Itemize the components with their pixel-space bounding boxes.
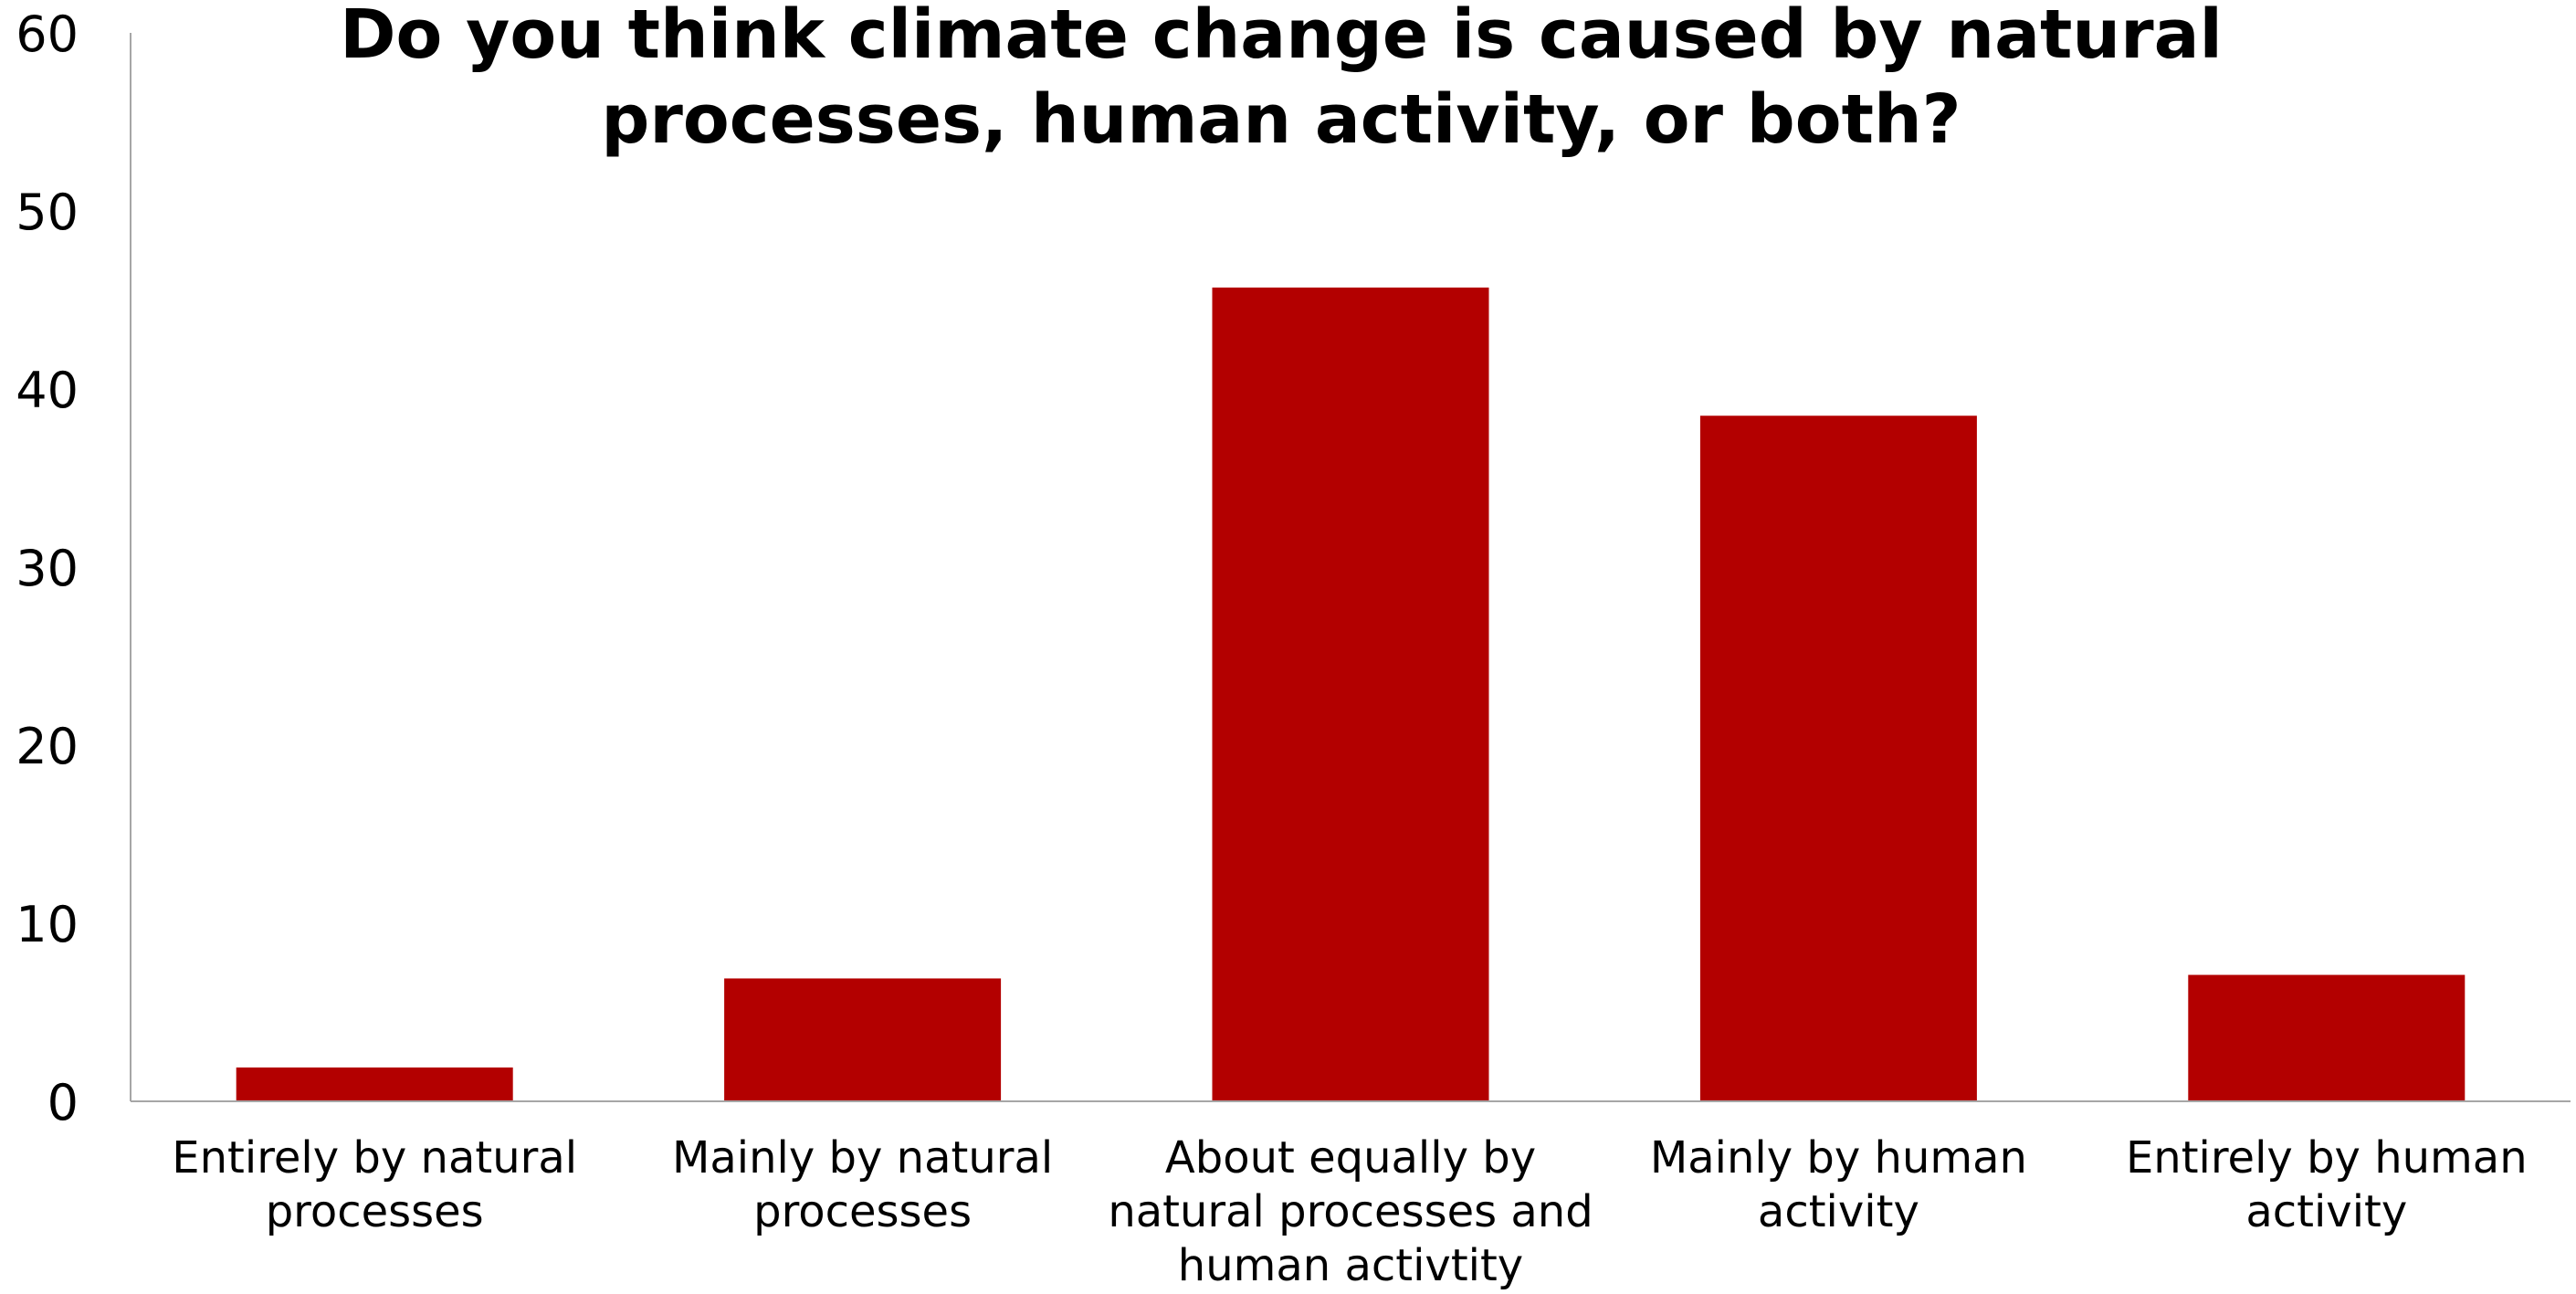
- x-tick-label-line: natural processes and: [1108, 1186, 1593, 1237]
- y-tick-label: 50: [16, 184, 79, 241]
- y-tick-label: 60: [16, 5, 79, 63]
- x-tick-label-line: About equally by: [1165, 1132, 1536, 1184]
- bar: [1212, 287, 1489, 1102]
- y-tick-label: 40: [16, 362, 79, 419]
- x-tick-label-line: processes: [753, 1186, 972, 1237]
- chart-title: Do you think climate change is caused by…: [340, 0, 2223, 159]
- x-tick-label-line: Entirely by natural: [172, 1132, 577, 1184]
- x-tick-label-line: human activtity: [1178, 1240, 1523, 1289]
- bar: [1699, 416, 1977, 1101]
- x-tick-label-line: activity: [2245, 1186, 2407, 1237]
- x-tick-label-line: Mainly by human: [1650, 1132, 2027, 1184]
- y-axis: 0 10 20 30 40 50 60: [16, 5, 131, 1131]
- y-tick-label: 20: [16, 718, 79, 775]
- bar: [2188, 974, 2466, 1101]
- x-tick-label-line: processes: [266, 1186, 484, 1237]
- y-tick-label: 0: [47, 1074, 79, 1131]
- chart-title-line: Do you think climate change is caused by…: [340, 0, 2223, 74]
- bars: [236, 287, 2466, 1102]
- bar: [724, 978, 1002, 1101]
- x-tick-label-line: activity: [1758, 1186, 1919, 1237]
- chart-title-line: processes, human activity, or both?: [601, 80, 1961, 159]
- x-tick-label-line: Entirely by human: [2126, 1132, 2528, 1184]
- x-tick-label-line: Mainly by natural: [672, 1132, 1053, 1184]
- y-tick-label: 30: [16, 540, 79, 597]
- bar: [236, 1067, 513, 1101]
- y-tick-label: 10: [16, 896, 79, 953]
